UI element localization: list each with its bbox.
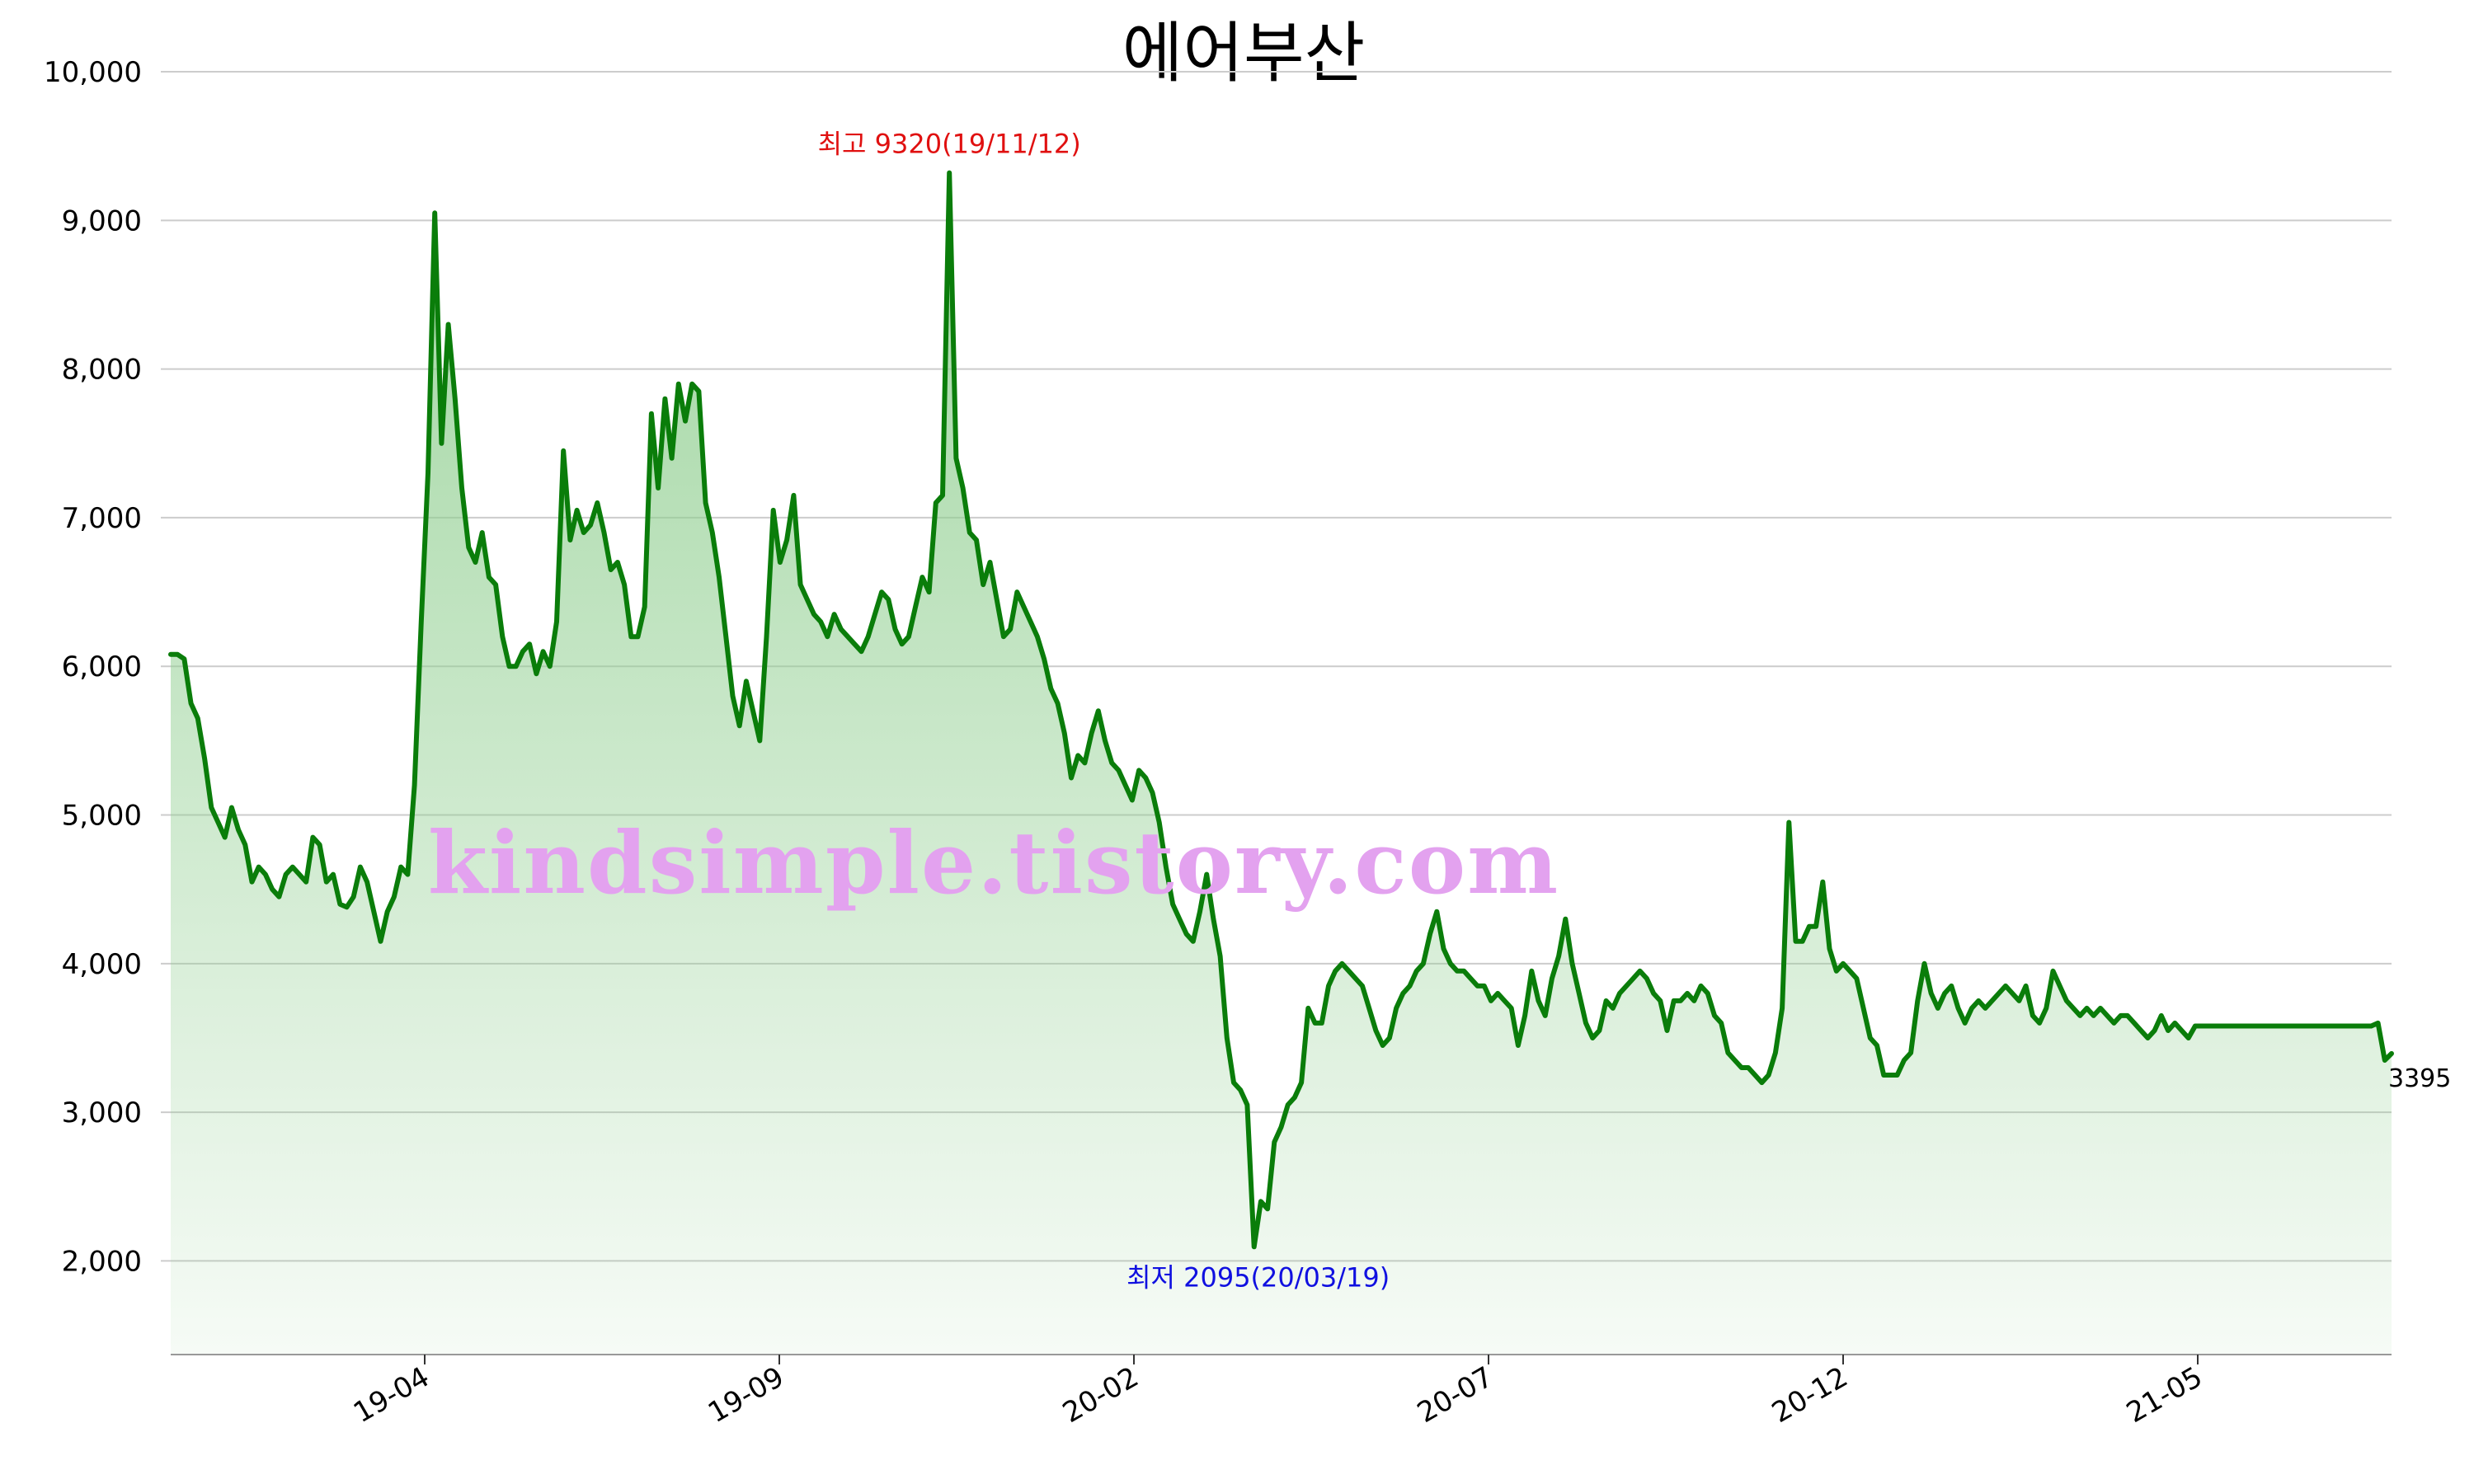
min-price-annotation: 최저 2095(20/03/19) bbox=[1126, 1261, 1390, 1293]
x-tick-label: 19-04 bbox=[348, 1360, 435, 1430]
y-tick-label: 7,000 bbox=[62, 502, 142, 535]
y-tick-label: 5,000 bbox=[62, 800, 142, 833]
y-tick-label: 9,000 bbox=[62, 204, 142, 237]
y-tick-label: 10,000 bbox=[44, 56, 142, 89]
y-tick-label: 2,000 bbox=[62, 1245, 142, 1278]
y-tick-label: 3,000 bbox=[62, 1097, 142, 1129]
x-tick-label: 20-07 bbox=[1412, 1360, 1499, 1430]
price-series-line bbox=[168, 170, 2394, 1250]
last-price-label: 3395 bbox=[2388, 1064, 2451, 1093]
x-tick-label: 21-05 bbox=[2121, 1360, 2208, 1430]
x-tick-label: 19-09 bbox=[703, 1360, 790, 1430]
x-tick-label: 20-02 bbox=[1057, 1360, 1145, 1430]
max-price-annotation: 최고 9320(19/11/12) bbox=[818, 129, 1081, 160]
x-tick-label: 20-12 bbox=[1766, 1360, 1854, 1430]
y-tick-label: 8,000 bbox=[62, 354, 142, 387]
x-axis-ticks: 19-04 19-09 20-02 20-07 20-12 21-05 bbox=[348, 1355, 2208, 1430]
price-area-fill bbox=[171, 172, 2392, 1355]
y-tick-label: 6,000 bbox=[62, 650, 142, 683]
y-tick-label: 4,000 bbox=[62, 948, 142, 981]
chart-title: 에어부산 bbox=[1122, 15, 1365, 92]
watermark-text: kindsimple.tistory.com bbox=[428, 812, 1559, 913]
y-axis-tick-labels: 2,000 3,000 4,000 5,000 6,000 7,000 8,000 9,000… bbox=[44, 56, 142, 1278]
